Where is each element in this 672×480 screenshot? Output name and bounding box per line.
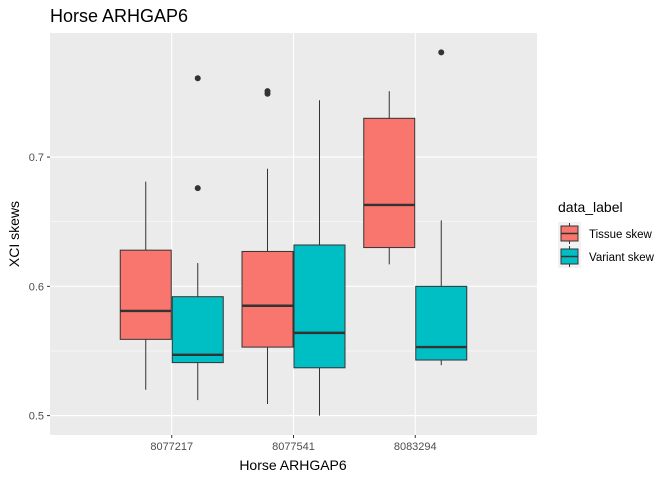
box-variant-skew <box>171 75 224 401</box>
legend: data_label Tissue skew Variant skew <box>558 199 655 268</box>
box-variant-skew <box>415 49 468 366</box>
x-axis-title: Horse ARHGAP6 <box>239 457 347 473</box>
legend-label: Tissue skew <box>589 229 653 241</box>
x-tick-label: 8077217 <box>150 441 193 453</box>
box-iqr <box>241 250 294 348</box>
chart-title: Horse ARHGAP6 <box>50 6 188 26</box>
box-iqr <box>415 285 468 361</box>
outlier-point <box>438 49 445 56</box>
box-iqr <box>171 296 224 364</box>
x-axis: 8077217 8077541 8083294 <box>150 435 437 453</box>
outlier-point <box>194 185 201 192</box>
outlier-point <box>264 88 271 95</box>
y-tick-label: 0.6 <box>29 281 44 293</box>
box-variant-skew <box>293 100 346 416</box>
boxes-layer <box>119 49 468 416</box>
box-tissue-skew <box>119 181 172 390</box>
box-iqr <box>363 117 416 249</box>
legend-label: Variant skew <box>589 252 655 264</box>
x-tick-label: 8077541 <box>272 441 315 453</box>
y-axis: 0.5 0.6 0.7 <box>29 152 50 423</box>
box-iqr <box>293 244 346 369</box>
y-tick-label: 0.5 <box>29 411 44 423</box>
y-axis-title: XCI skews <box>6 201 22 267</box>
y-tick-label: 0.7 <box>29 152 44 164</box>
outlier-point <box>194 75 201 82</box>
box-tissue-skew <box>241 88 294 404</box>
legend-title: data_label <box>558 199 623 215</box>
x-tick-label: 8083294 <box>394 441 437 453</box>
box-iqr <box>119 249 172 340</box>
box-tissue-skew <box>363 91 416 265</box>
